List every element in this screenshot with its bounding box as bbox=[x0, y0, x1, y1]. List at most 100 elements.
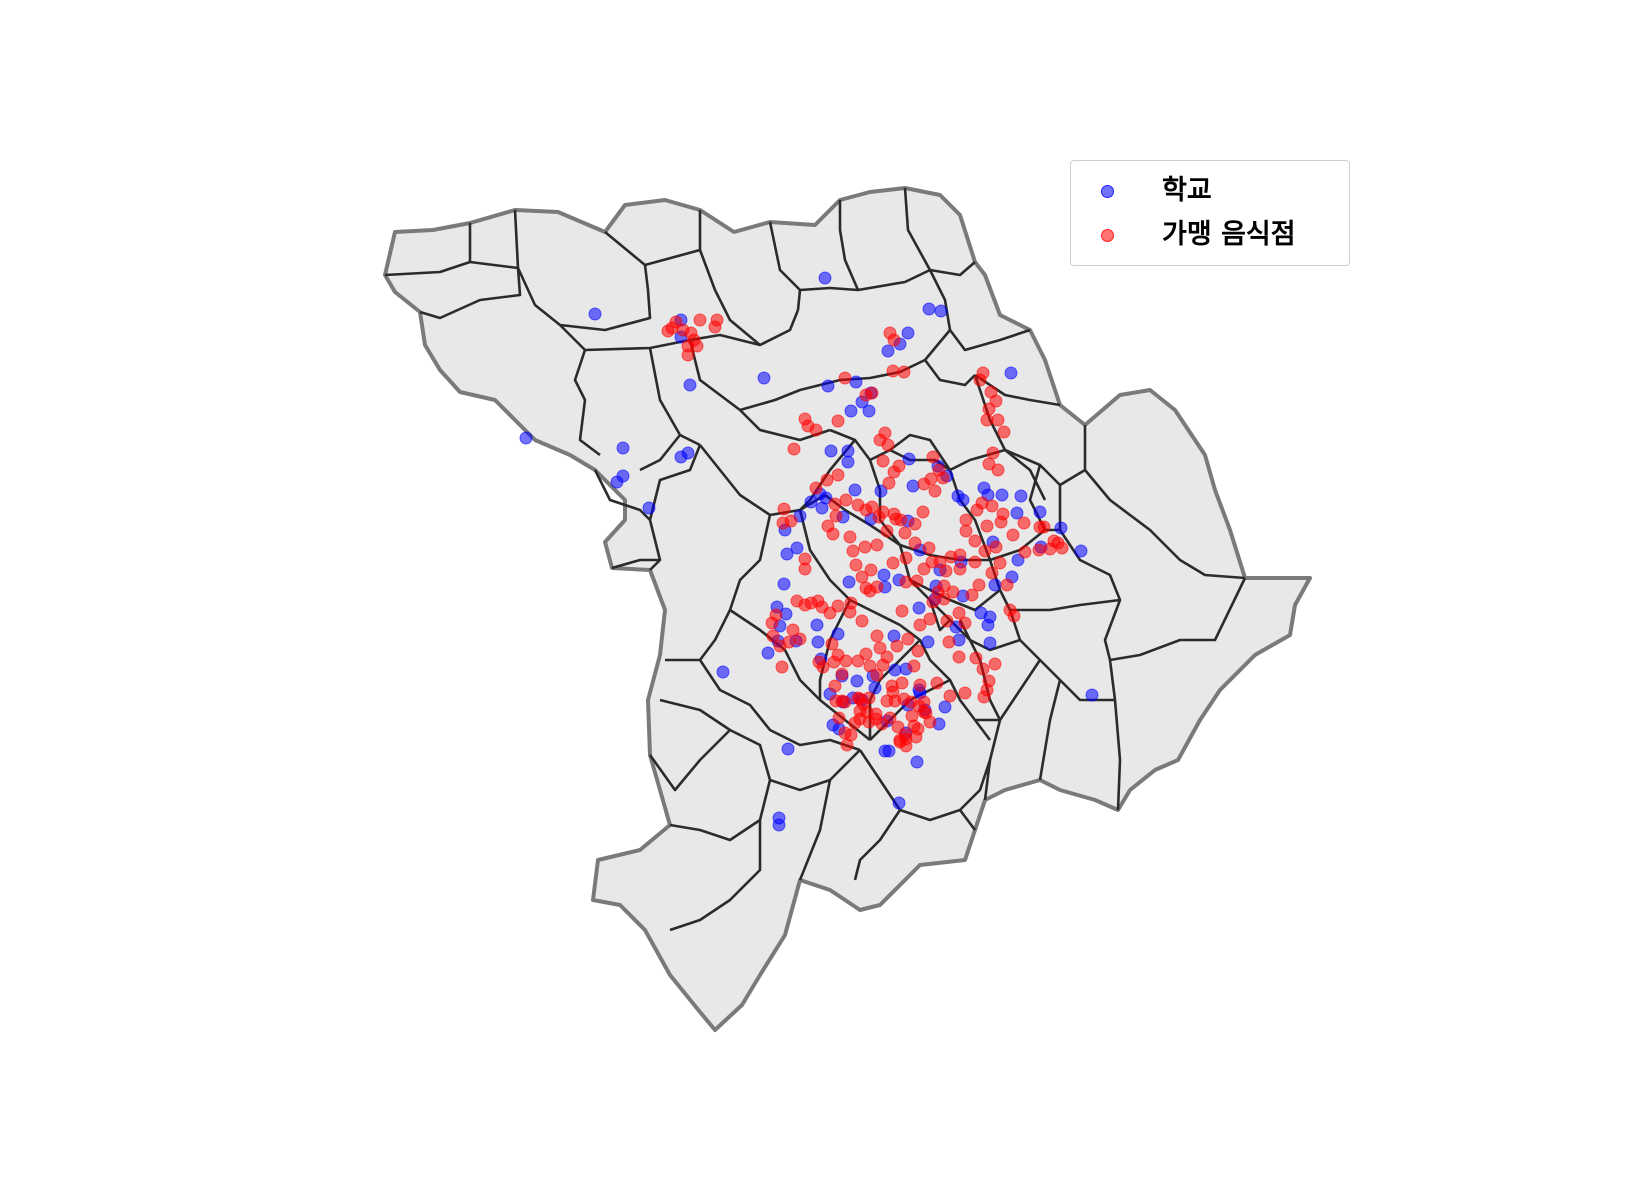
school-point-23 bbox=[610, 475, 624, 489]
restaurant-point-221 bbox=[943, 689, 957, 703]
restaurant-point-30 bbox=[980, 413, 994, 427]
restaurant-point-177 bbox=[784, 514, 798, 528]
school-point-47 bbox=[1014, 489, 1028, 503]
school-point-90 bbox=[868, 681, 882, 695]
school-point-25 bbox=[902, 452, 916, 466]
school-point-54 bbox=[988, 578, 1002, 592]
school-point-11 bbox=[821, 379, 835, 393]
restaurant-point-60 bbox=[1000, 578, 1014, 592]
restaurant-point-169 bbox=[876, 454, 890, 468]
restaurant-point-38 bbox=[985, 499, 999, 513]
restaurant-point-131 bbox=[1003, 603, 1017, 617]
restaurant-point-98 bbox=[863, 659, 877, 673]
school-point-99 bbox=[910, 755, 924, 769]
restaurant-point-26 bbox=[976, 366, 990, 380]
restaurant-point-44 bbox=[968, 534, 982, 548]
restaurant-point-163 bbox=[932, 463, 946, 477]
restaurant-point-71 bbox=[944, 550, 958, 564]
restaurant-point-133 bbox=[846, 544, 860, 558]
restaurant-point-90 bbox=[843, 605, 857, 619]
restaurant-point-82 bbox=[913, 618, 927, 632]
restaurant-point-223 bbox=[942, 635, 956, 649]
scatter-series bbox=[519, 271, 1099, 832]
restaurant-point-84 bbox=[907, 659, 921, 673]
restaurant-point-225 bbox=[937, 592, 951, 606]
restaurant-point-97 bbox=[859, 647, 873, 661]
school-point-2 bbox=[922, 302, 936, 316]
restaurant-point-158 bbox=[908, 517, 922, 531]
school-point-45 bbox=[977, 481, 991, 495]
school-point-49 bbox=[1033, 505, 1047, 519]
school-point-110 bbox=[1074, 544, 1088, 558]
restaurant-point-186 bbox=[766, 629, 780, 643]
school-point-3 bbox=[934, 304, 948, 318]
restaurant-point-99 bbox=[870, 668, 884, 682]
restaurant-point-88 bbox=[855, 614, 869, 628]
legend-label-schools: 학교 bbox=[1162, 175, 1212, 206]
school-point-118 bbox=[841, 455, 855, 469]
restaurant-point-141 bbox=[858, 540, 872, 554]
restaurant-point-119 bbox=[917, 695, 931, 709]
restaurant-point-46 bbox=[1017, 516, 1031, 530]
school-point-116 bbox=[892, 796, 906, 810]
school-point-6 bbox=[901, 326, 915, 340]
restaurant-point-75 bbox=[952, 606, 966, 620]
school-point-48 bbox=[1010, 506, 1024, 520]
restaurant-point-7 bbox=[661, 324, 675, 338]
restaurant-point-14 bbox=[809, 423, 823, 437]
school-point-12 bbox=[849, 375, 863, 389]
restaurant-point-22 bbox=[887, 333, 901, 347]
school-point-80 bbox=[811, 635, 825, 649]
restaurant-point-227 bbox=[910, 574, 924, 588]
restaurant-point-173 bbox=[820, 473, 834, 487]
restaurant-point-219 bbox=[893, 735, 907, 749]
school-point-19 bbox=[519, 431, 533, 445]
restaurant-point-8 bbox=[693, 313, 707, 327]
school-point-26 bbox=[824, 444, 838, 458]
restaurant-point-32 bbox=[997, 425, 1011, 439]
series-restaurants bbox=[661, 313, 1069, 753]
restaurant-point-129 bbox=[988, 657, 1002, 671]
restaurant-point-220 bbox=[880, 694, 894, 708]
restaurant-point-83 bbox=[911, 644, 925, 658]
restaurant-point-59 bbox=[993, 556, 1007, 570]
legend-label-restaurants: 가맹 음식점 bbox=[1162, 219, 1296, 250]
restaurant-point-95 bbox=[839, 654, 853, 668]
school-point-27 bbox=[841, 444, 855, 458]
restaurant-point-57 bbox=[968, 555, 982, 569]
restaurant-point-190 bbox=[786, 623, 800, 637]
restaurant-point-152 bbox=[880, 524, 894, 538]
school-point-1 bbox=[588, 307, 602, 321]
restaurant-point-37 bbox=[970, 503, 984, 517]
school-point-17 bbox=[1004, 366, 1018, 380]
restaurant-point-145 bbox=[829, 509, 843, 523]
restaurant-point-188 bbox=[775, 660, 789, 674]
school-point-65 bbox=[981, 618, 995, 632]
restaurant-point-24 bbox=[897, 365, 911, 379]
school-point-115 bbox=[772, 818, 786, 832]
school-point-113 bbox=[781, 742, 795, 756]
restaurant-point-70 bbox=[922, 541, 936, 555]
legend: 학교 가맹 음식점 bbox=[1070, 160, 1350, 266]
restaurant-point-16 bbox=[831, 414, 845, 428]
restaurant-point-23 bbox=[886, 364, 900, 378]
restaurant-point-74 bbox=[965, 588, 979, 602]
restaurant-point-87 bbox=[870, 629, 884, 643]
restaurant-point-53 bbox=[1018, 545, 1032, 559]
restaurant-point-80 bbox=[895, 604, 909, 618]
restaurant-point-171 bbox=[873, 433, 887, 447]
school-point-81 bbox=[810, 618, 824, 632]
school-point-64 bbox=[983, 636, 997, 650]
restaurant-point-184 bbox=[815, 600, 829, 614]
restaurant-point-192 bbox=[793, 632, 807, 646]
restaurant-point-226 bbox=[899, 575, 913, 589]
restaurant-point-78 bbox=[923, 612, 937, 626]
restaurant-point-123 bbox=[958, 686, 972, 700]
restaurant-point-140 bbox=[886, 556, 900, 570]
restaurant-point-65 bbox=[953, 562, 967, 576]
school-point-72 bbox=[790, 541, 804, 555]
restaurant-point-101 bbox=[873, 641, 887, 655]
restaurant-point-153 bbox=[876, 505, 890, 519]
restaurant-point-55 bbox=[989, 540, 1003, 554]
restaurant-point-126 bbox=[982, 674, 996, 688]
